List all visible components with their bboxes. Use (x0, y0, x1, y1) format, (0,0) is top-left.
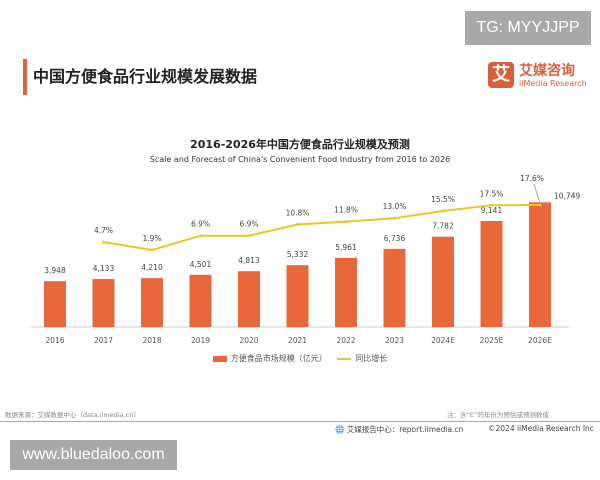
bar (238, 271, 260, 327)
bar (335, 257, 357, 327)
x-tick-label: 2026E (528, 336, 552, 345)
x-tick-label: 2025E (480, 336, 504, 345)
legend-line-label: 同比增长 (355, 354, 388, 363)
growth-label: 4.7% (94, 226, 113, 235)
bar-label: 6,736 (384, 234, 406, 243)
bar-label: 4,501 (190, 260, 212, 269)
bar-label: 4,813 (238, 256, 260, 265)
growth-label: 17.6% (520, 174, 544, 183)
bar-label: 9,141 (481, 206, 503, 215)
bar-label: 4,210 (141, 263, 163, 272)
growth-point (150, 248, 154, 252)
logo-mark: 艾 (488, 62, 514, 88)
bar (432, 236, 454, 327)
growth-point (199, 234, 202, 238)
data-source: 数据来源：艾媒数据中心（data.iimedia.cn） (5, 411, 140, 419)
x-tick-label: 2018 (142, 336, 161, 345)
bar (189, 274, 212, 327)
logo-en: iiMedia Research (519, 79, 587, 88)
footer-divider (0, 421, 600, 422)
growth-label: 11.8% (334, 206, 358, 215)
report-text: 艾媒报告中心：report.iimedia.cn (346, 425, 464, 434)
bar (383, 248, 406, 327)
logo-cn: 艾媒咨询 (519, 63, 575, 79)
growth-point (393, 216, 396, 220)
growth-label: 13.0% (383, 202, 407, 211)
bar-label: 3,948 (44, 266, 66, 275)
x-tick-label: 2017 (94, 336, 113, 345)
bar (92, 279, 115, 327)
growth-label-leader (533, 183, 541, 204)
x-tick-label: 2019 (191, 336, 210, 345)
title-accent-bar (23, 59, 27, 95)
growth-label: 6.9% (239, 220, 258, 229)
logo: 艾 艾媒咨询 iiMedia Research (488, 60, 592, 92)
growth-line (103, 203, 541, 252)
x-tick-label: 2022 (336, 336, 355, 345)
growth-label: 1.9% (142, 234, 161, 243)
growth-label: 15.5% (431, 195, 455, 204)
bar-label: 5,332 (287, 250, 309, 259)
watermark-top: TG: MYYJJPP (465, 11, 591, 45)
bar-label: 10,749 (554, 191, 580, 200)
growth-label: 17.5% (480, 189, 504, 198)
growth-point (247, 234, 251, 238)
bar-label: 5,961 (335, 243, 357, 252)
growth-point (102, 240, 105, 244)
growth-label: 6.9% (191, 220, 210, 229)
copyright: ©2024 iiMedia Research Inc (488, 424, 594, 433)
legend-line-swatch (337, 357, 352, 360)
chart-title: 2016-2026年中国方便食品行业规模及预测 (190, 138, 410, 151)
x-tick-label: 2021 (288, 336, 307, 345)
growth-label: 10.8% (286, 209, 310, 218)
bar (44, 281, 66, 327)
x-tick-label: 2023 (385, 336, 404, 345)
forecast-note: 注：含“E”的年份为预估或预测数值 (447, 411, 549, 419)
growth-point (538, 203, 542, 207)
x-tick-label: 2016 (45, 336, 64, 345)
growth-point (490, 203, 493, 207)
bar (286, 265, 309, 327)
bar (529, 202, 551, 327)
globe-icon: 🌐 (335, 425, 347, 434)
growth-point (344, 220, 348, 224)
growth-point (441, 209, 445, 213)
x-tick-label: 2020 (239, 336, 258, 345)
chart-subtitle: Scale and Forecast of China's Convenient… (149, 155, 451, 164)
report-link[interactable]: 🌐 艾媒报告中心：report.iimedia.cn (335, 424, 463, 435)
bar-label: 7,782 (432, 222, 454, 231)
x-tick-label: 2024E (431, 336, 455, 345)
bar (141, 278, 163, 327)
legend-bar-swatch (212, 355, 227, 362)
bar-label: 4,133 (93, 264, 115, 273)
page-title: 中国方便食品行业规模发展数据 (33, 67, 258, 86)
bar (480, 220, 503, 327)
growth-point (296, 223, 299, 227)
legend-bar-label: 方便食品市场规模（亿元） (230, 354, 327, 363)
watermark-bottom: www.bluedaloo.com (10, 440, 177, 470)
legend: 方便食品市场规模（亿元） 同比增长 (0, 353, 600, 364)
